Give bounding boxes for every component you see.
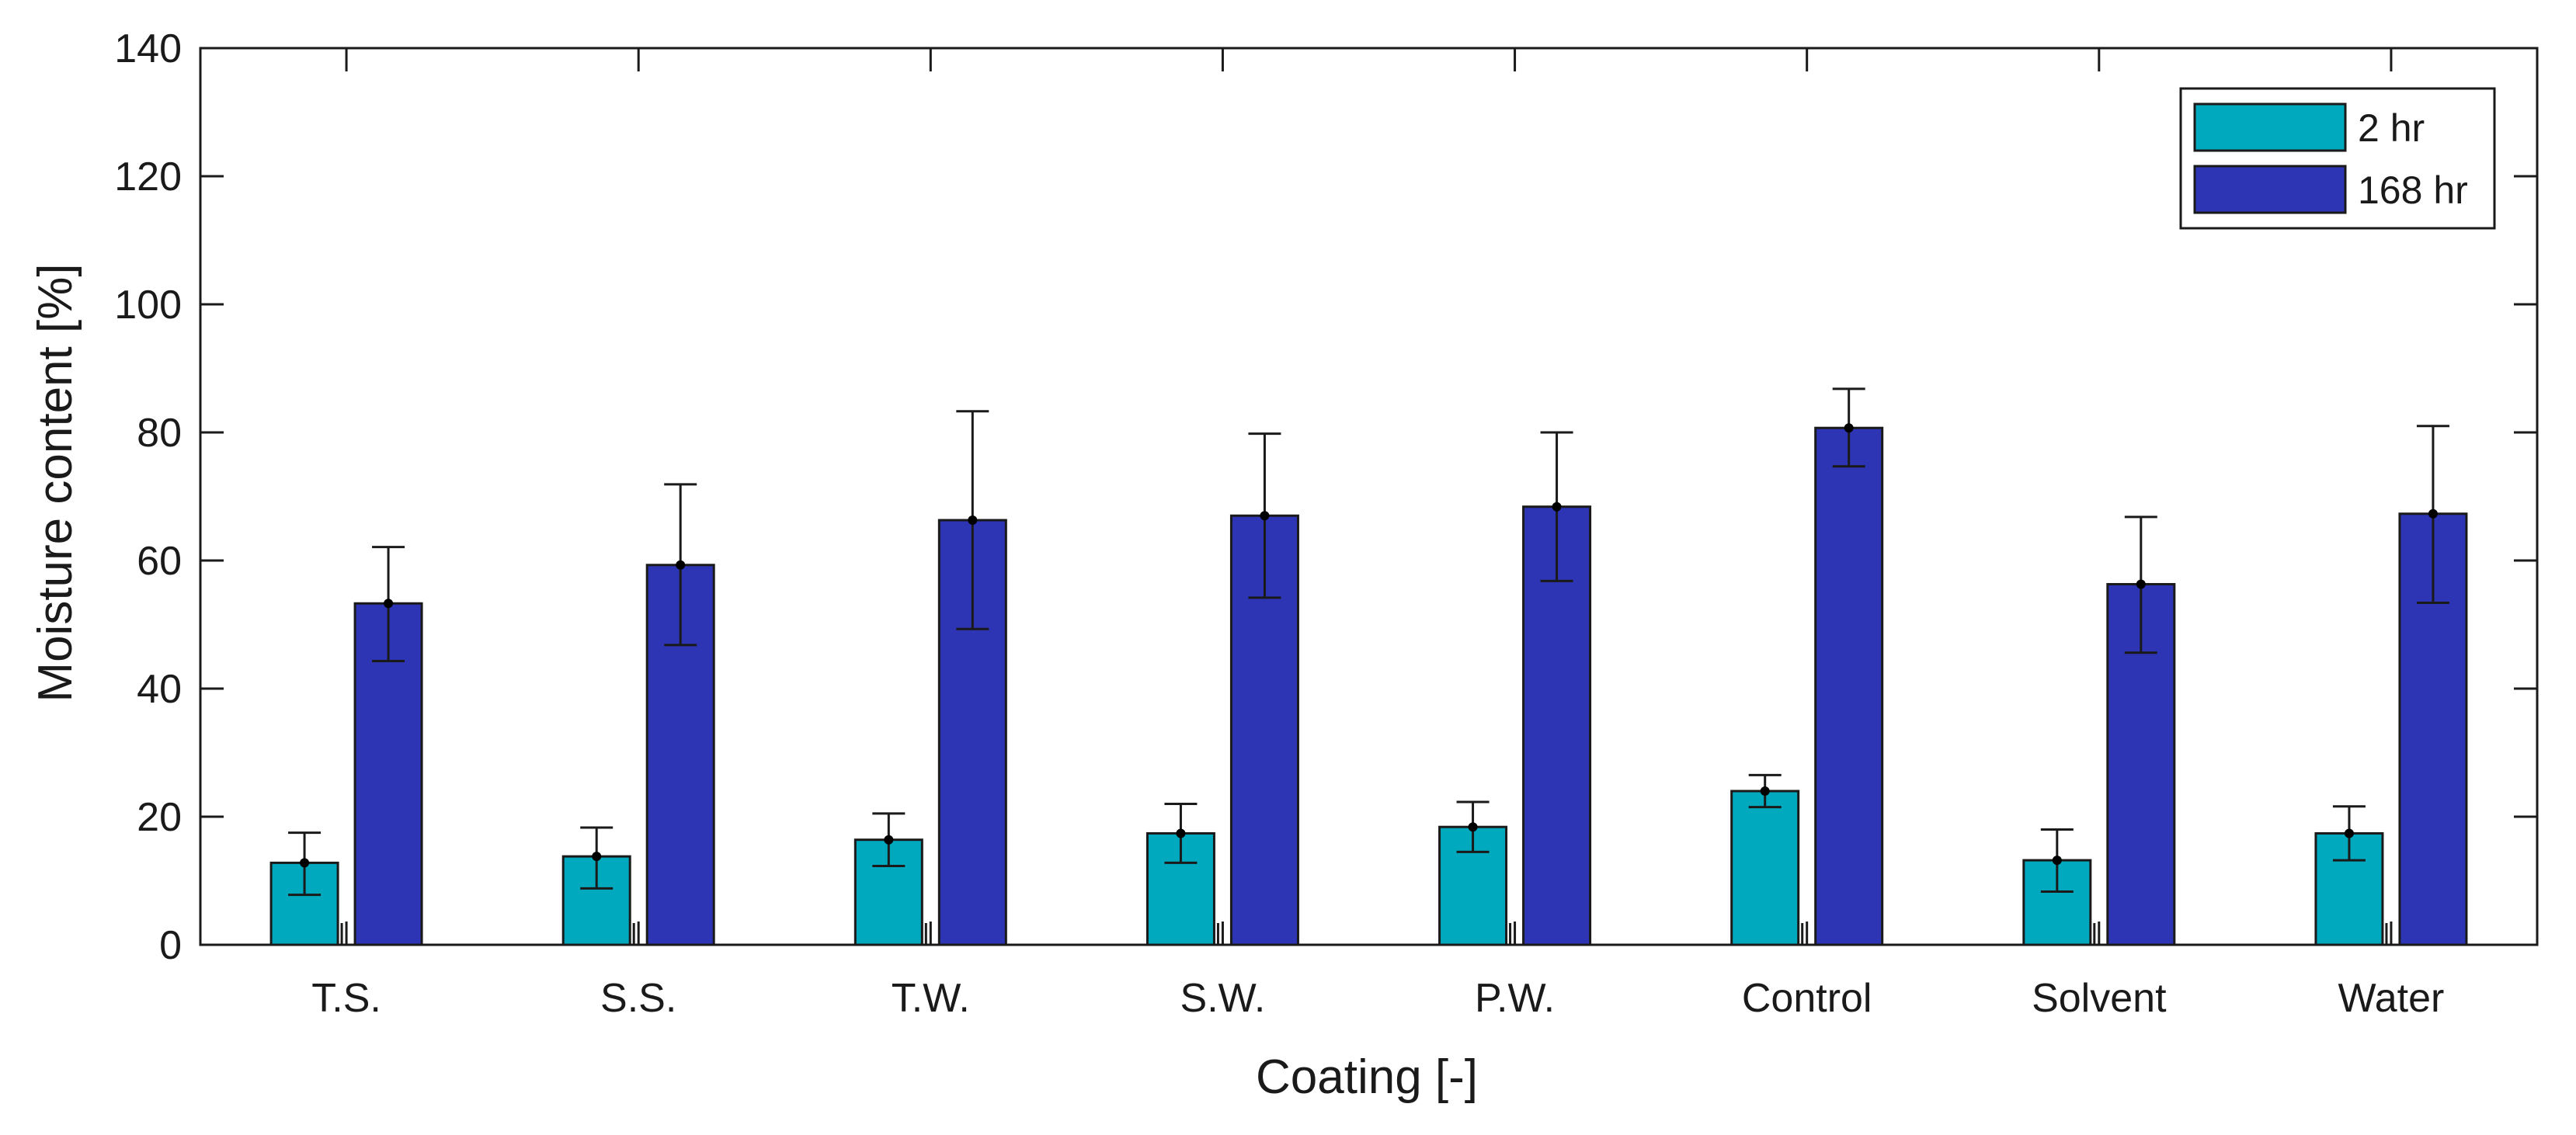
mean-marker <box>2136 579 2146 589</box>
mean-marker <box>2428 508 2438 519</box>
error-bar-168hr-4 <box>1248 432 1281 599</box>
mean-marker <box>884 835 894 845</box>
error-bar-168hr-6 <box>1832 387 1865 468</box>
error-bar-2hr-5 <box>1456 800 1490 853</box>
error-bar-2hr-4 <box>1164 803 1198 864</box>
x-tick-label: T.S. <box>311 976 381 1021</box>
x-tick-label: Water <box>2338 976 2445 1021</box>
legend: 2 hr 168 hr <box>2179 87 2496 230</box>
mean-marker <box>1468 822 1478 832</box>
mean-marker <box>968 515 978 526</box>
y-tick-label: 140 <box>114 26 182 71</box>
legend-swatch-2hr <box>2193 102 2347 152</box>
x-axis-label: Coating [-] <box>1256 1050 1478 1104</box>
error-bar-2hr-3 <box>872 812 906 868</box>
legend-label-168hr: 168 hr <box>2358 168 2468 212</box>
legend-swatch-168hr <box>2193 165 2347 214</box>
error-bar-2hr-2 <box>580 826 614 890</box>
x-tick-label: Control <box>1742 976 1872 1021</box>
y-tick-label: 80 <box>137 411 182 456</box>
error-bar-2hr-6 <box>1748 773 1782 809</box>
x-tick-label: P.W. <box>1475 976 1555 1021</box>
y-tick-label: 20 <box>137 795 182 840</box>
mean-marker <box>2344 828 2354 838</box>
mean-marker <box>592 852 602 862</box>
y-tick-label: 120 <box>114 154 182 200</box>
error-bar-2hr-8 <box>2332 805 2366 862</box>
mean-marker <box>676 560 686 570</box>
mean-marker <box>1176 828 1186 838</box>
mean-marker <box>1844 423 1854 433</box>
error-bar-168hr-5 <box>1540 431 1573 582</box>
x-tick-label: Solvent <box>2032 976 2167 1021</box>
error-bar-168hr-1 <box>372 546 405 663</box>
error-bar-168hr-2 <box>664 483 697 647</box>
y-axis-label: Moisture content [%] <box>29 263 82 702</box>
error-bar-168hr-8 <box>2416 425 2449 604</box>
mean-marker <box>300 858 310 868</box>
error-bar-2hr-7 <box>2040 828 2074 894</box>
x-tick-label: S.S. <box>600 976 676 1021</box>
x-tick-label: S.W. <box>1180 976 1266 1021</box>
mean-marker <box>1760 786 1770 796</box>
bar-2hr-6 <box>1730 790 1800 946</box>
y-tick-label: 60 <box>137 539 182 584</box>
mean-marker <box>1552 502 1562 512</box>
y-tick-label: 100 <box>114 283 182 328</box>
error-bar-168hr-3 <box>956 410 989 630</box>
y-tick-label: 40 <box>137 667 182 712</box>
bar-168hr-6 <box>1814 426 1884 946</box>
legend-label-2hr: 2 hr <box>2358 106 2425 150</box>
mean-marker <box>1260 511 1270 521</box>
plot-frame <box>199 47 2539 946</box>
error-bar-2hr-1 <box>288 831 322 897</box>
error-bar-168hr-7 <box>2124 515 2157 654</box>
y-tick-label: 0 <box>159 923 182 968</box>
x-tick-label: T.W. <box>892 976 970 1021</box>
mean-marker <box>384 599 394 609</box>
mean-marker <box>2052 856 2062 866</box>
